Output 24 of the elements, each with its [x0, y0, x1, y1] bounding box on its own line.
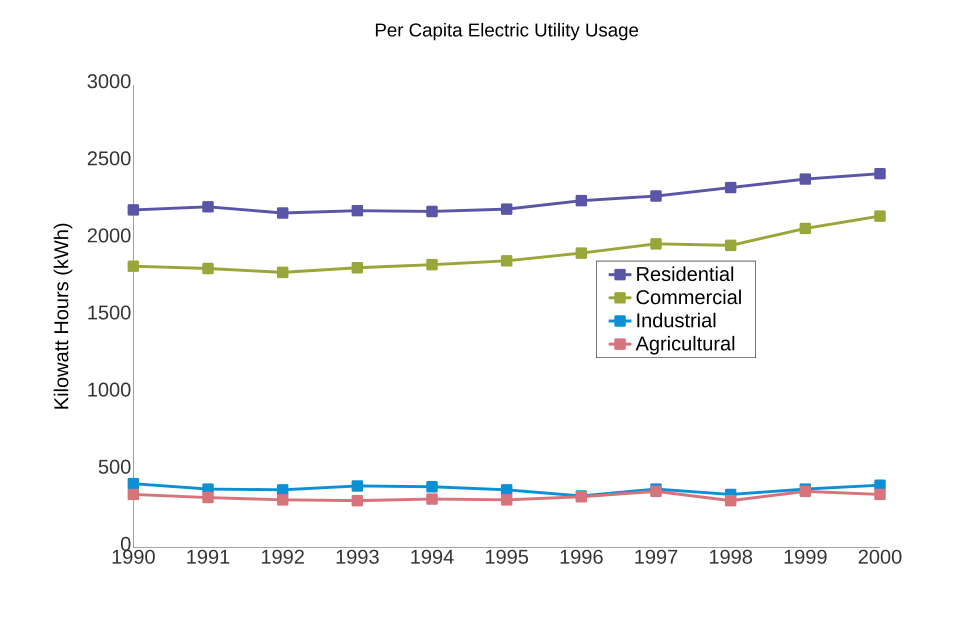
- y-tick-label: 0: [120, 536, 131, 551]
- x-tick-label: 1999: [784, 550, 827, 564]
- y-axis-title: Kilowatt Hours (kWh): [54, 224, 72, 409]
- y-tick-label: 1500: [88, 305, 130, 320]
- legend-label: Agricultural: [636, 336, 734, 355]
- legend-label: Industrial: [637, 312, 716, 328]
- x-tick-label: 1995: [486, 550, 528, 564]
- x-tick-label: 1996: [560, 550, 603, 564]
- x-tick-label: 1991: [187, 550, 230, 564]
- chart-title: Per Capita Electric Utility Usage: [376, 22, 638, 40]
- x-tick-label: 1998: [710, 550, 752, 564]
- y-tick-label: 500: [98, 460, 130, 474]
- x-tick-label: 1992: [262, 550, 304, 564]
- y-tick-label: 2500: [88, 151, 130, 166]
- x-tick-label: 1993: [336, 550, 379, 564]
- legend-label: Commercial: [636, 290, 741, 304]
- y-tick-label: 3000: [88, 74, 130, 88]
- legend-label: Residential: [637, 266, 734, 282]
- x-tick-label: 1994: [411, 550, 454, 564]
- x-tick-label: 2000: [858, 550, 902, 564]
- y-tick-label: 2000: [88, 228, 130, 242]
- x-tick-label: 1997: [635, 550, 678, 564]
- x-tick-label: 1990: [112, 550, 155, 564]
- y-tick-label: 1000: [88, 382, 130, 397]
